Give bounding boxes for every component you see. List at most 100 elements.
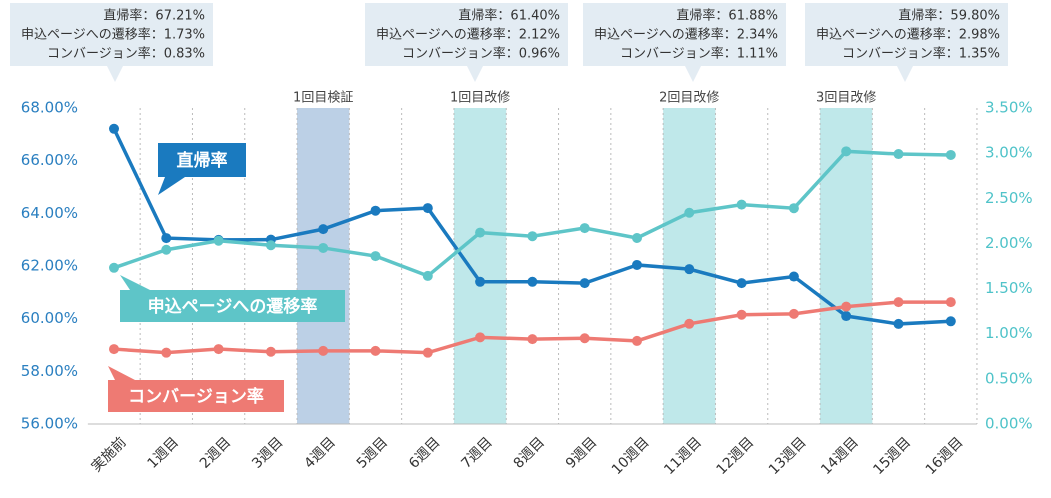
annotation-line: コンバージョン率：1.11% [620, 46, 778, 62]
x-tick-label: 12週目 [714, 434, 758, 478]
x-tick-label: 3週目 [249, 434, 286, 471]
data-point [579, 223, 590, 234]
data-point [945, 149, 956, 160]
data-point [579, 278, 590, 289]
legend-label: 申込ページへの遷移率 [148, 296, 318, 317]
phase-band [820, 108, 873, 424]
phase-band [453, 108, 507, 424]
x-tick-label: 8週目 [511, 434, 548, 471]
data-point [893, 297, 904, 308]
data-point [684, 318, 695, 329]
annotation-box [365, 3, 568, 66]
annotation-line: コンバージョン率：0.96% [402, 46, 560, 62]
y2-tick-label: 0.00% [985, 415, 1033, 433]
y-tick-label: 62.00% [21, 257, 78, 275]
data-point [945, 316, 956, 327]
data-point [109, 123, 119, 134]
data-point [109, 262, 119, 273]
data-point [161, 347, 172, 358]
data-point [579, 333, 590, 344]
annotation-line: 申込ページへの遷移率：2.34% [594, 27, 778, 43]
x-tick-label: 2週目 [197, 434, 234, 471]
data-point [632, 335, 642, 346]
x-tick-label: 6週目 [406, 434, 443, 471]
legend-pointer [158, 177, 185, 195]
annotation-line: 直帰率：61.40% [458, 8, 560, 24]
data-point [318, 224, 329, 235]
data-point [161, 233, 172, 244]
data-point [213, 344, 224, 355]
data-point [788, 271, 799, 282]
phase-label: 1回目検証 [293, 91, 353, 106]
annotation-pointer [897, 66, 913, 82]
legend-box [158, 143, 246, 177]
data-point [318, 242, 329, 253]
annotation-line: コンバージョン率：1.35% [842, 46, 1000, 62]
annotation-line: 直帰率：59.80% [898, 8, 1000, 24]
x-tick-label: 15週目 [870, 434, 914, 478]
y2-tick-label: 3.50% [985, 99, 1033, 117]
annotation-line: 申込ページへの遷移率：1.73% [21, 27, 205, 43]
x-tick-label: 7週目 [458, 434, 495, 471]
annotation-line: 直帰率：61.88% [676, 8, 778, 24]
x-tick-label: 4週目 [301, 434, 338, 471]
y-tick-label: 66.00% [21, 151, 78, 169]
data-point [213, 235, 224, 246]
annotation-line: コンバージョン率：0.83% [47, 46, 205, 62]
x-tick-label: 5週目 [354, 434, 391, 471]
data-point [370, 251, 381, 262]
x-tick-label: 10週目 [609, 434, 653, 478]
phase-band [297, 108, 350, 424]
data-point [109, 344, 119, 355]
data-point [422, 347, 433, 358]
data-point [370, 345, 381, 356]
phase-label: 3回目改修 [816, 91, 876, 106]
y2-tick-label: 1.50% [985, 279, 1033, 297]
x-tick-label: 1週目 [145, 434, 182, 471]
data-point [841, 146, 852, 157]
annotation-line: 申込ページへの遷移率：2.12% [376, 27, 560, 43]
legend-label: コンバージョン率 [128, 386, 264, 407]
annotation-pointer [107, 66, 123, 82]
data-point [736, 278, 747, 289]
data-point [841, 311, 852, 322]
data-point [265, 240, 276, 251]
data-point [475, 276, 486, 287]
annotation-box [805, 3, 1008, 66]
data-point [265, 346, 276, 357]
y-tick-label: 68.00% [21, 99, 78, 117]
data-point [736, 309, 747, 320]
data-point [893, 149, 904, 160]
x-tick-label: 11週目 [661, 434, 705, 478]
legend-box [108, 380, 284, 412]
data-point [318, 345, 329, 356]
y2-tick-label: 2.00% [985, 234, 1033, 252]
phase-label: 2回目改修 [659, 91, 719, 106]
x-tick-label: 実施前 [88, 434, 130, 476]
annotation-pointer [467, 66, 483, 82]
data-point [475, 227, 486, 238]
data-point [736, 199, 747, 210]
data-point [632, 233, 642, 244]
annotation-line: 直帰率：67.21% [103, 8, 205, 24]
annotation-box [583, 3, 786, 66]
legend-box [120, 290, 345, 322]
y-tick-label: 60.00% [21, 309, 78, 327]
x-tick-label: 16週目 [923, 434, 967, 478]
data-point [684, 264, 695, 275]
y-tick-label: 56.00% [21, 415, 78, 433]
annotation-box [10, 3, 213, 66]
x-tick-label: 9週目 [563, 434, 600, 471]
data-point [632, 259, 642, 270]
data-point [841, 301, 852, 312]
data-point [475, 332, 486, 343]
legend-pointer [108, 366, 135, 380]
data-point [161, 244, 172, 255]
annotation-line: 申込ページへの遷移率：2.98% [816, 27, 1000, 43]
phase-label: 1回目改修 [450, 91, 510, 106]
annotation-pointer [685, 66, 701, 82]
data-point [788, 308, 799, 319]
y2-tick-label: 0.50% [985, 369, 1033, 387]
data-point [684, 207, 695, 218]
data-point [527, 334, 538, 345]
